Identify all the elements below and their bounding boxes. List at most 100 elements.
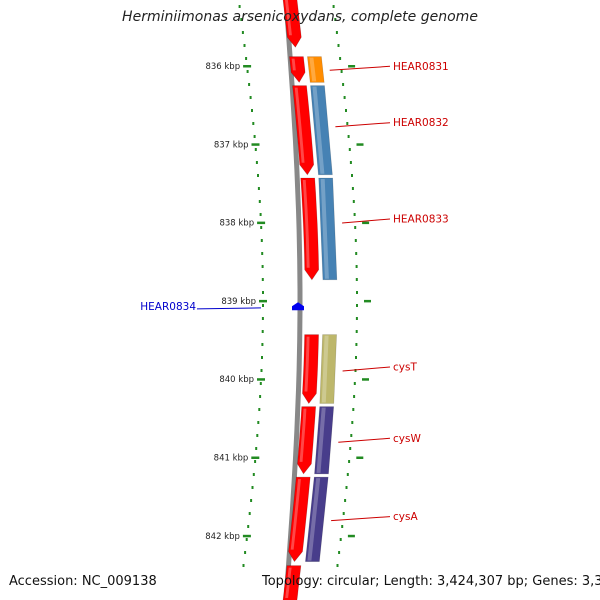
guide-dot — [257, 174, 259, 177]
guide-dot — [261, 330, 264, 333]
gene-hear0834-label: HEAR0834 — [140, 301, 196, 313]
guide-dot — [257, 187, 260, 190]
accession-text: Accession: NC_009138 — [9, 574, 157, 589]
guide-dot — [256, 434, 259, 437]
tick-mark — [251, 456, 260, 459]
guide-dot — [350, 434, 353, 437]
guide-dot — [355, 343, 358, 346]
guide-dot — [246, 70, 249, 73]
guide-dot — [255, 161, 258, 164]
guide-dot — [339, 57, 342, 60]
gene-hear0831-leader — [329, 65, 391, 71]
cds-arrow-shade — [285, 567, 292, 598]
guide-dot — [254, 460, 257, 463]
gene-hear0833-label: HEAR0833 — [393, 214, 449, 226]
dotted-guides — [238, 5, 358, 567]
guide-dot — [355, 265, 358, 268]
gene-hear0832-cds-shade — [294, 87, 305, 163]
guide-dot — [352, 200, 355, 203]
guide-dot — [260, 239, 263, 242]
guide-dot — [253, 135, 256, 138]
guide-dot — [261, 343, 264, 346]
tick-mark-right — [362, 378, 369, 381]
guide-dot — [354, 226, 357, 229]
guide-dot — [353, 382, 356, 385]
gene-cysw-cds — [297, 406, 317, 475]
tick-mark-right — [364, 299, 371, 303]
tick-mark — [242, 534, 251, 538]
gene-cysw-label: cysW — [393, 433, 421, 445]
gene-hear0832-label: HEAR0832 — [393, 117, 449, 129]
guide-dot — [354, 369, 357, 372]
guide-dot — [334, 18, 337, 21]
guide-dot — [349, 447, 352, 450]
guide-dot — [254, 148, 257, 151]
guide-dot — [355, 278, 358, 281]
gene-hear0831-cds — [289, 56, 306, 83]
gene-hear0834-leader — [196, 307, 261, 310]
gene-hear0831-feature — [307, 56, 325, 83]
guide-dot — [245, 538, 248, 541]
guide-dot — [352, 408, 355, 411]
guide-dot — [238, 5, 241, 8]
guide-dot — [351, 187, 354, 190]
gene-hear0832-shade — [312, 86, 325, 174]
cds-track — [282, 0, 320, 600]
tick-label: 842 kbp — [205, 532, 240, 542]
gene-hear0832-cds — [292, 85, 315, 176]
guide-dot — [348, 460, 351, 463]
topology-text: Topology: circular; Length: 3,424,307 bp… — [262, 574, 600, 589]
tick-label: 840 kbp — [219, 375, 254, 385]
guide-dot — [347, 135, 350, 138]
guide-dot — [259, 395, 262, 398]
guide-dot — [349, 161, 352, 164]
gene-cysa-label: cysA — [393, 511, 418, 523]
guide-dot — [339, 538, 342, 541]
guide-dot — [348, 148, 351, 151]
gene-cysa-cds-shade — [290, 479, 301, 550]
tick-label: 838 kbp — [219, 219, 254, 229]
gene-hear0831-label: HEAR0831 — [393, 61, 449, 73]
guide-dot — [356, 304, 358, 307]
guide-dot — [337, 44, 340, 47]
guide-dot — [355, 252, 358, 255]
tick-mark-right — [362, 221, 370, 225]
guide-dot — [258, 408, 261, 411]
guide-dot — [335, 31, 338, 34]
guide-dot — [338, 551, 341, 554]
guide-dot — [247, 525, 250, 528]
guide-dot — [342, 83, 345, 86]
guide-dot — [261, 356, 263, 359]
guide-dot — [351, 174, 353, 177]
guide-dot — [259, 213, 262, 216]
tick-mark — [257, 221, 266, 225]
guide-dot — [252, 473, 255, 476]
tick-mark-right — [348, 65, 356, 68]
guide-dot — [345, 109, 347, 112]
guide-dot — [242, 564, 245, 567]
gene-cysa-cds — [288, 476, 311, 563]
tick-mark — [243, 65, 252, 68]
guide-dot — [261, 265, 264, 268]
guide-dot — [260, 369, 263, 372]
tick-mark-right — [356, 143, 364, 146]
gene-cyst-shade — [321, 335, 329, 403]
tick-label: 841 kbp — [214, 454, 249, 464]
gene-hear0833-leader — [342, 218, 391, 224]
guide-dot — [340, 70, 343, 73]
genome-backbone — [283, 0, 303, 600]
guide-dot — [261, 252, 264, 255]
guide-dot — [259, 382, 262, 385]
guide-dot — [255, 447, 258, 450]
guide-dot — [332, 5, 335, 8]
guide-dot — [248, 512, 251, 515]
guide-dot — [241, 31, 244, 34]
gene-cysa-shade — [307, 478, 321, 561]
guide-dot — [244, 551, 247, 554]
gene-hear0834-feature — [291, 302, 304, 311]
gene-hear0833-cds — [300, 177, 320, 281]
guide-dot — [351, 421, 354, 424]
guide-dot — [345, 486, 348, 489]
gene-cyst-label: cysT — [393, 362, 417, 374]
